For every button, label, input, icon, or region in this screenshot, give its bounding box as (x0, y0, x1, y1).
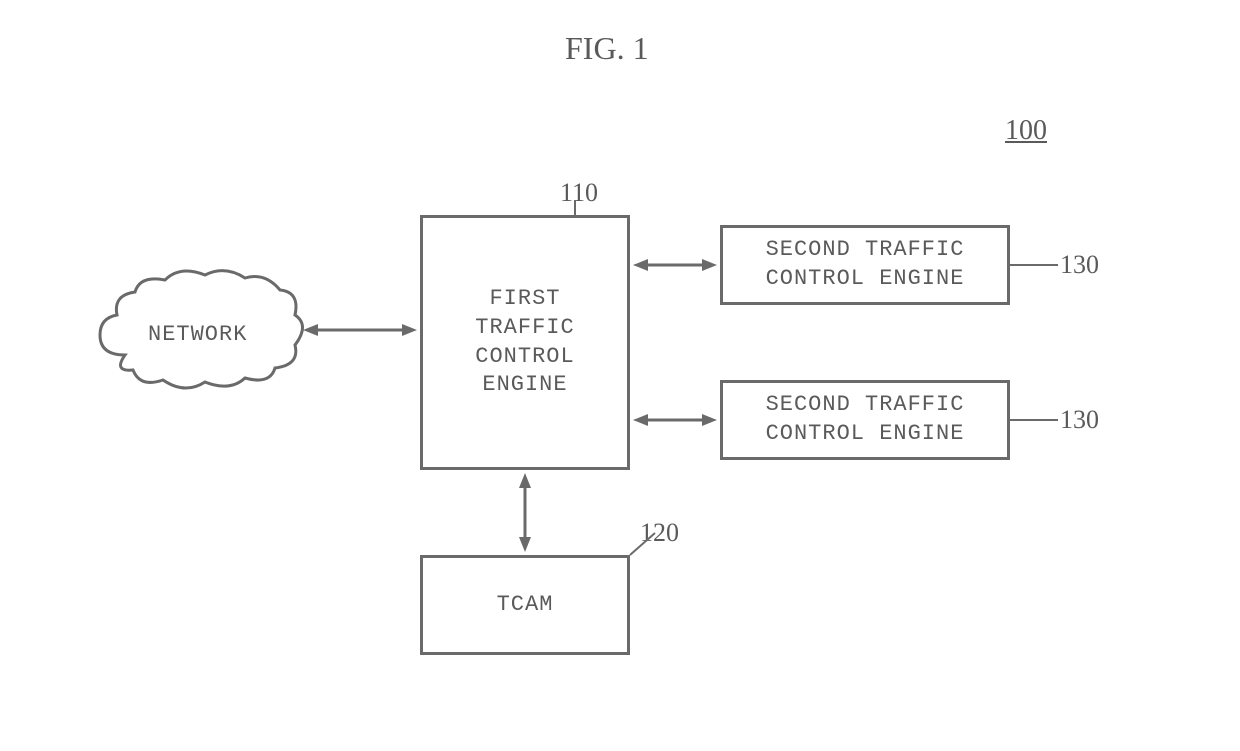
leader-110 (574, 200, 576, 215)
arrow-network-first (300, 320, 420, 340)
tcam-box: TCAM (420, 555, 630, 655)
first-engine-ref: 110 (560, 178, 598, 208)
first-engine-label: FIRST TRAFFIC CONTROL ENGINE (475, 285, 574, 399)
second-engine-1-box: SECOND TRAFFIC CONTROL ENGINE (720, 225, 1010, 305)
second-engine-1-ref: 130 (1060, 250, 1099, 280)
leader-130-1 (1010, 258, 1058, 272)
first-engine-box: FIRST TRAFFIC CONTROL ENGINE (420, 215, 630, 470)
arrow-first-second2 (630, 410, 720, 430)
network-label: NETWORK (148, 322, 247, 347)
tcam-label: TCAM (497, 591, 554, 620)
second-engine-2-box: SECOND TRAFFIC CONTROL ENGINE (720, 380, 1010, 460)
arrow-first-second1 (630, 255, 720, 275)
figure-title: FIG. 1 (565, 30, 649, 67)
arrow-first-tcam (515, 470, 535, 555)
leader-120 (620, 528, 660, 558)
second-engine-1-label: SECOND TRAFFIC CONTROL ENGINE (766, 236, 965, 293)
system-ref-label: 100 (1005, 115, 1047, 147)
second-engine-2-label: SECOND TRAFFIC CONTROL ENGINE (766, 391, 965, 448)
second-engine-2-ref: 130 (1060, 405, 1099, 435)
leader-130-2 (1010, 413, 1058, 427)
